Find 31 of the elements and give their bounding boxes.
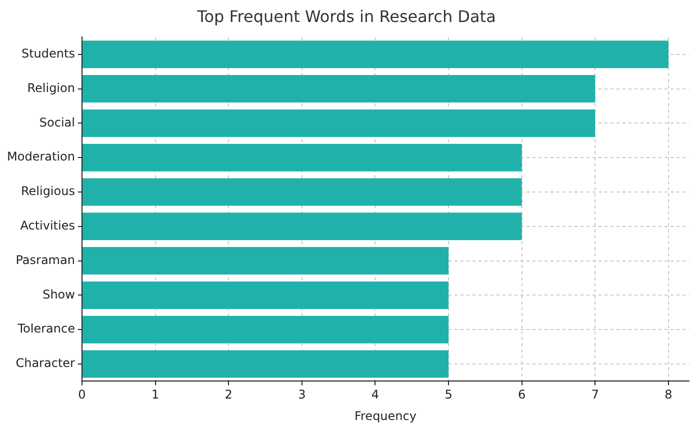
x-axis-title: Frequency (354, 408, 416, 423)
x-tick-label: 1 (151, 388, 160, 402)
x-tick-label: 7 (591, 388, 599, 402)
y-tick-label: Religion (27, 80, 75, 95)
bar (82, 109, 596, 137)
x-tick-label: 4 (371, 388, 380, 402)
y-tick-label: Tolerance (16, 322, 75, 336)
y-tick-label: Moderation (7, 150, 75, 164)
y-tick-label: Students (21, 46, 75, 61)
x-tick-label: 8 (664, 388, 672, 402)
x-tick-label: 3 (298, 388, 306, 402)
y-tick-label: Activities (20, 218, 75, 233)
bar (82, 316, 449, 344)
y-tick-label: Social (39, 115, 75, 130)
y-tick-label: Religious (20, 184, 75, 198)
chart-title: Top Frequent Words in Research Data (196, 6, 496, 26)
bar (82, 178, 522, 206)
y-tick-label: Pasraman (16, 252, 75, 267)
x-tick-label: 2 (224, 388, 232, 402)
y-tick-label: Character (16, 356, 76, 370)
bar (82, 40, 668, 68)
x-tick-label: 6 (518, 388, 526, 402)
y-tick-label: Show (42, 287, 76, 302)
x-tick-label: 5 (444, 388, 452, 402)
bar (82, 247, 449, 275)
x-tick-label: 0 (78, 388, 86, 402)
bar (82, 75, 596, 103)
bar (82, 212, 522, 240)
bar (82, 350, 449, 378)
bar (82, 281, 449, 309)
bar (82, 144, 522, 172)
